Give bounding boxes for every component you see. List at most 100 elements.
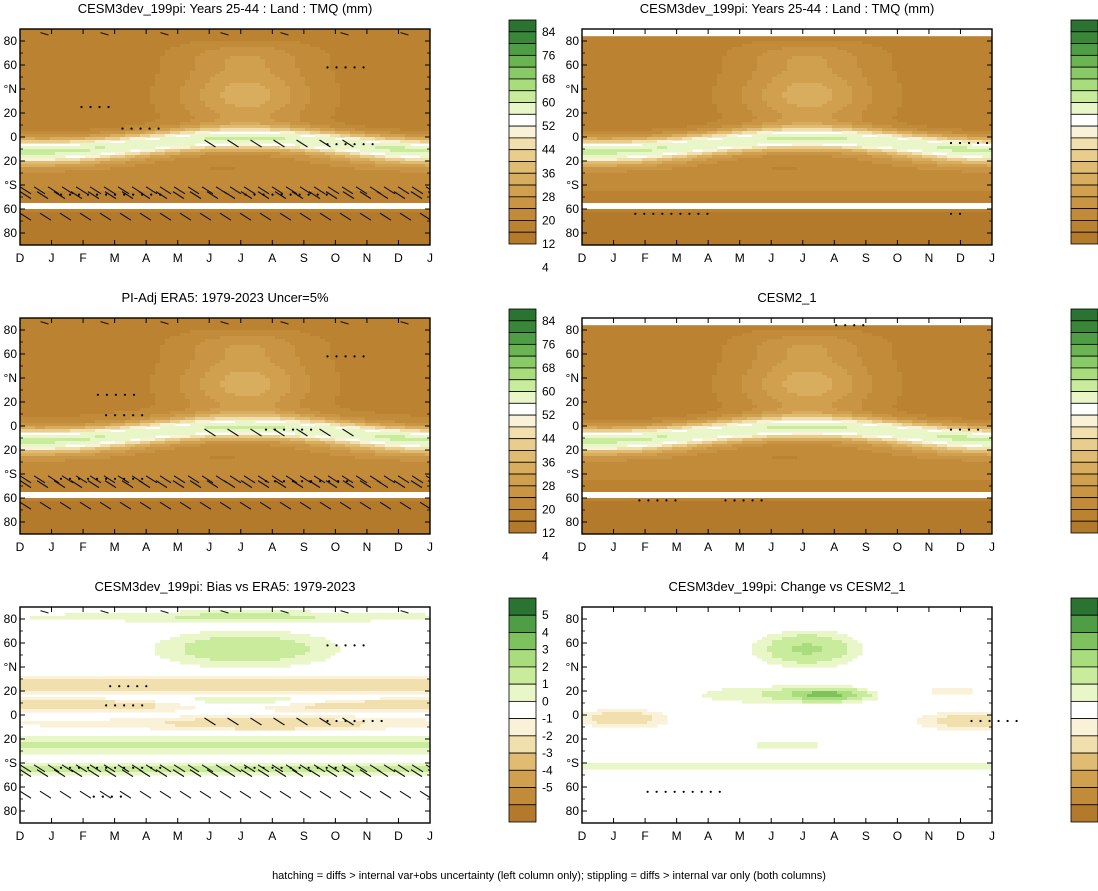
colorbar-swatch [508,414,537,428]
colorbar-swatch [1070,426,1098,440]
x-tick-label: J [989,829,995,843]
masked-band [582,492,992,498]
x-tick-label: S [300,251,308,265]
colorbar-swatch [1070,461,1098,475]
y-tick-label: 60 [566,636,580,650]
colorbar-swatch [1070,43,1098,56]
x-tick-label: O [893,540,902,554]
y-tick-label: 60 [4,58,18,72]
colorbar-swatch [1070,683,1098,702]
y-tick-label: °N [4,82,17,96]
colorbar-swatch [508,102,537,115]
colorbar-swatch [1070,343,1098,357]
x-tick-label: D [394,829,403,843]
x-tick-label: A [142,251,150,265]
x-tick-label: M [672,540,682,554]
y-tick-label: °N [566,371,579,385]
y-tick-label: 20 [566,732,580,746]
colorbar-swatch [1070,787,1098,806]
field-heatmap [20,318,430,534]
panel-6: CESM3dev_199pi: Change vs CESM2_1 D J F M A M J… [566,579,1098,843]
panel-2: CESM3dev_199pi: Years 25-44 : Land : TMQ… [566,1,1098,265]
panel-title: CESM3dev_199pi: Bias vs ERA5: 1979-2023 [95,579,356,594]
stippling [634,141,989,215]
colorbar-swatch [1070,231,1098,245]
colorbar-swatch [1070,208,1098,221]
y-tick-label: 20 [4,395,18,409]
colorbar-swatch [508,54,537,68]
x-tick-label: J [989,540,995,554]
x-tick-label: J [238,540,244,554]
y-axis: 80 60 °N 20 0 20 °S 60 80 [566,28,992,246]
x-tick-label: D [16,540,25,554]
colorbar-label: 68 [542,72,556,86]
y-tick-label: 60 [566,780,580,794]
x-tick-label: A [704,251,712,265]
x-tick-label: O [893,251,902,265]
y-axis: 80 60 °N 20 0 20 °S 60 80 [4,606,430,824]
x-tick-label: J [206,540,212,554]
masked-band [20,203,430,209]
x-tick-label: J [800,540,806,554]
panel-3: PI-Adj ERA5: 1979-2023 Uncer=5% D J F M A M J J A… [4,290,556,564]
x-tick-label: D [394,251,403,265]
colorbar-swatch [508,520,537,534]
x-tick-label: A [704,540,712,554]
colorbar-swatch [508,149,537,162]
y-tick-label: °N [4,371,17,385]
x-tick-label: J [427,829,433,843]
colorbar-label: 52 [542,119,556,133]
x-tick-label: F [641,829,648,843]
masked-band [582,318,992,326]
panel-title: CESM3dev_199pi: Years 25-44 : Land : TMQ… [640,1,935,16]
x-tick-label: N [363,829,372,843]
x-tick-label: J [768,829,774,843]
masked-band [20,781,430,787]
x-tick-label: F [641,251,648,265]
hatching [20,610,430,799]
colorbar-label: 4 [542,261,549,275]
colorbar-swatch [508,497,537,510]
x-tick-label: A [830,251,838,265]
colorbar-label: 20 [542,502,556,516]
x-tick-label: D [956,829,965,843]
colorbar-swatch [1070,402,1098,416]
y-tick-label: 80 [566,612,580,626]
x-tick-label: J [611,540,617,554]
y-tick-label: 80 [4,804,18,818]
colorbar-swatch [508,450,537,463]
colorbar-swatch [508,172,537,186]
x-tick-label: J [427,251,433,265]
masked-band [582,29,992,37]
colorbar-swatch [508,614,537,633]
x-tick-label: M [173,251,183,265]
y-tick-label: 60 [4,780,18,794]
colorbar-swatch [1070,102,1098,115]
x-tick-label: M [735,540,745,554]
y-tick-label: 80 [4,612,18,626]
colorbar-swatch [508,597,537,616]
x-tick-label: N [925,251,934,265]
colorbar-swatch [1070,367,1098,381]
panel-5: CESM3dev_199pi: Bias vs ERA5: 1979-2023 D… [4,579,553,843]
y-tick-label: 20 [4,106,18,120]
x-tick-label: J [427,540,433,554]
y-tick-label: °S [566,756,579,770]
x-tick-label: M [110,829,120,843]
colorbar-label: 68 [542,361,556,375]
y-tick-label: 20 [566,684,580,698]
colorbar-swatch [508,700,537,720]
x-tick-label: J [611,829,617,843]
y-tick-label: 0 [10,130,17,144]
y-tick-label: °N [566,660,579,674]
x-tick-label: J [49,540,55,554]
y-tick-label: 80 [4,323,18,337]
colorbar-swatch [1070,614,1098,633]
colorbar-swatch [508,718,537,737]
colorbar-label: 4 [542,625,549,639]
